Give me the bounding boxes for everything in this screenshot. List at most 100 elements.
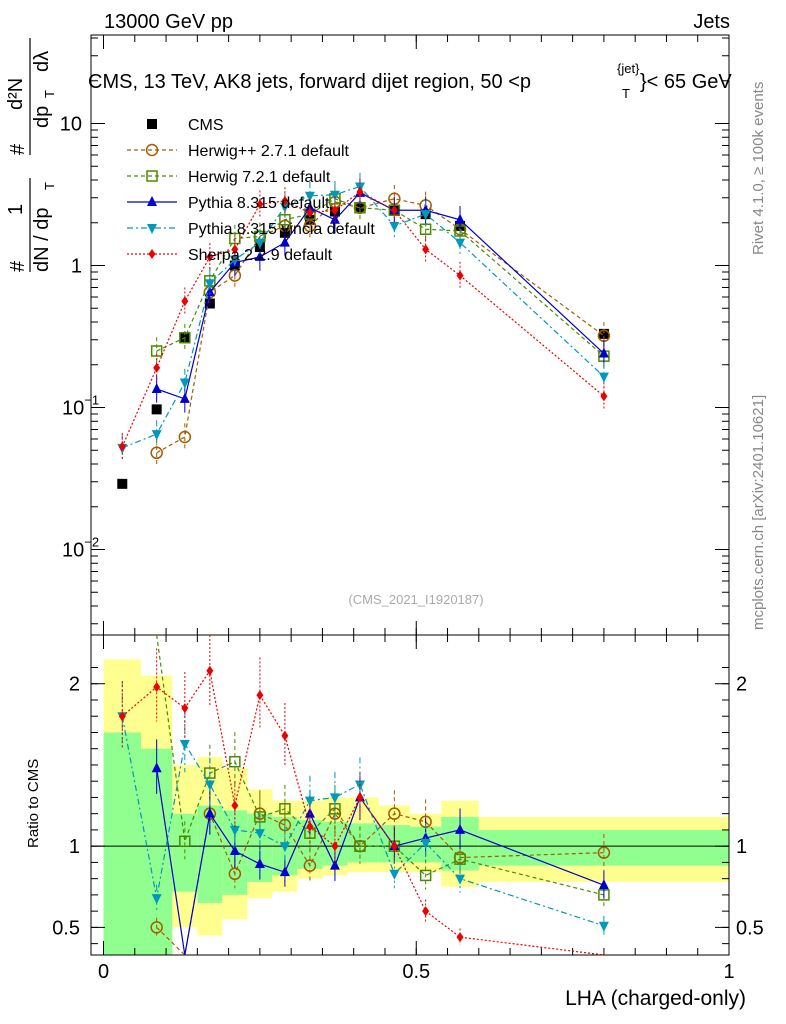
y-dl: dλ: [31, 51, 53, 72]
marker-triangle-down: [420, 838, 431, 849]
marker-triangle-up: [151, 762, 162, 773]
marker-square-open: [179, 835, 191, 848]
marker-triangle-up: [598, 879, 609, 890]
x-tick-label: 0.5: [402, 961, 430, 983]
marker-triangle-down: [204, 780, 215, 791]
marker-triangle-up: [254, 250, 265, 261]
marker-triangle-up: [279, 866, 290, 877]
marker-circle-open: [388, 807, 401, 820]
marker-triangle-up: [455, 213, 466, 224]
marker-triangle-up: [329, 213, 340, 224]
marker-square: [354, 202, 365, 213]
marker-diamond: [281, 730, 289, 741]
x-tick-label: 0: [98, 961, 109, 983]
x-tick-label: 1: [723, 961, 734, 983]
marker-square-open: [179, 331, 191, 344]
y-den-1: dN / dp: [31, 208, 53, 272]
marker-diamond: [181, 703, 189, 714]
legend-label: Herwig++ 2.7.1 default: [188, 143, 350, 160]
mcplots-label: mcplots.cern.ch [arXiv:2401.10621]: [750, 395, 767, 630]
marker-triangle-up: [179, 392, 190, 403]
marker-diamond: [181, 296, 189, 307]
series-layer: [117, 172, 611, 957]
marker-square: [147, 119, 157, 129]
marker-diamond: [390, 205, 398, 216]
legend-entry-cms: CMS: [147, 117, 224, 134]
marker-diamond: [148, 249, 156, 259]
marker-triangle-down: [254, 829, 265, 840]
marker-triangle-down: [389, 869, 400, 880]
marker-triangle-down: [304, 796, 315, 807]
series-line: [122, 185, 605, 449]
marker-triangle-up: [151, 382, 162, 393]
ratio-tick-label-right: 0.5: [736, 917, 764, 939]
marker-diamond: [206, 665, 214, 676]
marker-diamond: [153, 681, 161, 692]
legend-label: CMS: [188, 117, 224, 134]
ratio-y-label: Ratio to CMS: [25, 759, 42, 848]
marker-square-open: [279, 803, 291, 815]
legend-entry-herwig7: Herwig 7.2.1 default: [127, 169, 331, 186]
marker-square-open: [229, 232, 241, 245]
marker-triangle-down: [329, 190, 340, 201]
category-label: Jets: [693, 11, 730, 33]
marker-triangle-down: [204, 279, 215, 290]
marker-circle-open: [597, 846, 611, 859]
y-tick-exponent: −2: [84, 535, 99, 550]
marker-triangle-down: [179, 378, 190, 389]
marker-diamond: [231, 800, 239, 811]
marker-diamond: [422, 244, 430, 255]
legend-entry-pythia: Pythia 8.315 default: [127, 195, 330, 212]
marker-circle-open: [145, 143, 159, 157]
legend: CMS Herwig++ 2.7.1 default Herwig 7.2.1 de…: [127, 117, 375, 264]
marker-square: [117, 478, 128, 489]
marker-diamond: [456, 932, 464, 943]
marker-square-open: [419, 869, 432, 882]
marker-diamond: [306, 207, 314, 218]
marker-square-open: [279, 213, 291, 226]
marker-triangle-down: [455, 874, 466, 885]
marker-triangle-down: [147, 224, 157, 234]
legend-entry-herwigpp: Herwig++ 2.7.1 default: [127, 143, 350, 160]
marker-diamond: [356, 186, 364, 197]
marker-triangle-down: [304, 191, 315, 202]
marker-triangle-down: [455, 238, 466, 249]
title-end: }< 65 GeV: [640, 71, 732, 93]
marker-triangle-down: [151, 894, 162, 905]
ratio-tick-label: 1: [69, 836, 80, 858]
marker-square-open: [354, 840, 366, 852]
band-inner: [103, 732, 142, 955]
marker-triangle-down: [389, 221, 400, 232]
marker-circle-open: [178, 430, 192, 444]
y-tick-label: 10: [60, 114, 82, 136]
ratio-tick-label-right: 2: [736, 674, 747, 696]
marker-diamond: [422, 906, 430, 917]
legend-label: Sherpa 2.2.9 default: [188, 247, 333, 264]
legend-label: Herwig 7.2.1 default: [188, 169, 331, 186]
marker-triangle-down: [598, 372, 609, 383]
marker-circle-open: [303, 859, 317, 872]
marker-square: [151, 404, 162, 415]
y-den-sub-2: T: [42, 90, 57, 98]
marker-diamond: [231, 244, 239, 255]
ratio-plot-frame: [90, 634, 730, 956]
y-tick-label: 1: [71, 256, 82, 278]
uncertainty-bands: [91, 659, 729, 955]
y-hash-2: #: [7, 143, 29, 155]
marker-diamond: [331, 841, 339, 852]
y-den-sub-1: T: [42, 182, 57, 190]
marker-triangle-up: [229, 845, 240, 856]
ratio-tick-label-right: 1: [736, 836, 747, 858]
marker-triangle-down: [598, 921, 609, 932]
marker-circle-open: [150, 921, 163, 934]
marker-triangle-down: [329, 793, 340, 804]
y-tick-label: 10−2: [62, 535, 99, 562]
marker-diamond: [356, 792, 364, 803]
marker-triangle-down: [420, 210, 431, 221]
marker-diamond: [256, 690, 264, 701]
marker-diamond: [281, 195, 289, 206]
plot-title: CMS, 13 TeV, AK8 jets, forward dijet reg…: [88, 61, 732, 101]
legend-label: Pythia 8.315 default: [188, 195, 330, 212]
